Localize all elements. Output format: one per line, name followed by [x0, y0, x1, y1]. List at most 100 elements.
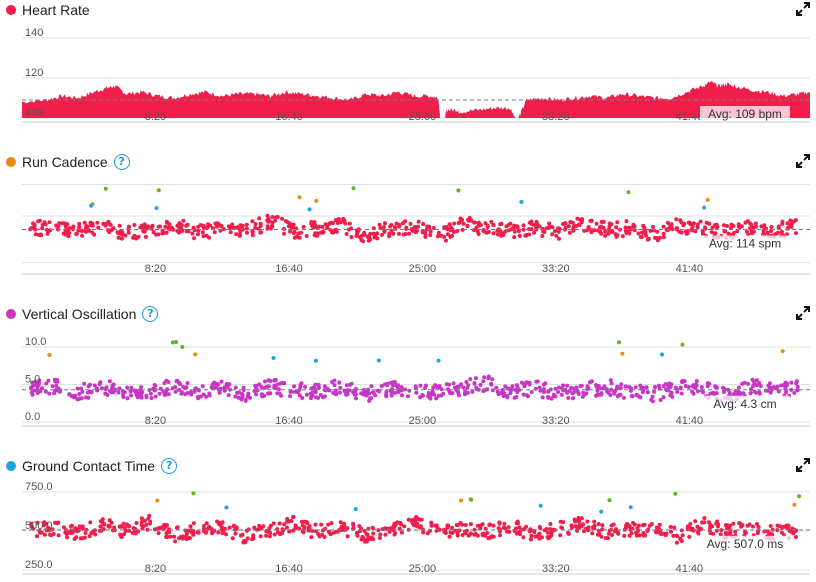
data-point: [185, 391, 190, 395]
data-point: [53, 378, 58, 383]
data-point: [221, 227, 226, 231]
run-cadence-chart: 8:20 16:40 25:00 33:20 41:40 Avg: 114 spm: [22, 184, 810, 275]
data-point: [780, 219, 785, 224]
data-point: [277, 521, 282, 526]
data-point: [474, 385, 479, 390]
data-point: [185, 222, 190, 227]
data-point: [210, 382, 215, 387]
data-point: [460, 227, 465, 232]
data-point: [549, 224, 554, 229]
x-tick-label: 8:20: [145, 415, 166, 427]
data-point: [72, 395, 77, 400]
data-point: [508, 391, 513, 395]
data-point: [491, 222, 496, 227]
data-point: [599, 392, 604, 397]
data-point: [590, 531, 595, 536]
data-point: [336, 217, 341, 221]
help-icon[interactable]: ?: [142, 306, 159, 322]
data-point: [505, 529, 510, 534]
data-point: [487, 536, 492, 541]
data-point: [56, 533, 61, 538]
data-point: [491, 231, 496, 236]
data-point: [292, 384, 297, 389]
data-point: [284, 525, 289, 530]
expand-icon[interactable]: [796, 154, 810, 168]
data-point: [207, 235, 211, 240]
data-point: [90, 530, 95, 534]
data-point: [139, 516, 144, 521]
data-point: [789, 225, 794, 229]
data-point: [291, 528, 296, 533]
data-point: [355, 229, 360, 234]
data-point: [456, 221, 461, 225]
data-point: [537, 531, 542, 536]
data-point: [532, 530, 537, 535]
data-point: [272, 532, 277, 537]
data-point: [641, 523, 645, 528]
data-point: [641, 531, 646, 535]
expand-icon[interactable]: [796, 306, 810, 320]
data-point: [620, 234, 625, 239]
expand-icon[interactable]: [796, 458, 810, 472]
data-point: [384, 389, 389, 394]
data-point: [553, 386, 558, 391]
data-point: [679, 539, 684, 544]
data-point: [631, 520, 635, 525]
data-point: [314, 198, 319, 203]
data-point: [168, 534, 173, 539]
help-icon[interactable]: ?: [161, 458, 178, 474]
data-point: [746, 381, 751, 386]
data-point: [366, 238, 371, 243]
data-point: [751, 524, 755, 529]
data-point: [349, 235, 354, 239]
data-point: [233, 385, 238, 390]
data-point: [682, 221, 687, 226]
data-point: [486, 376, 491, 381]
data-point: [525, 232, 530, 237]
data-point: [291, 515, 295, 519]
help-icon[interactable]: ?: [113, 154, 130, 170]
data-point: [489, 382, 494, 387]
data-point: [139, 225, 144, 229]
data-point: [292, 235, 297, 240]
data-point: [571, 226, 576, 231]
data-point: [767, 381, 772, 386]
data-point: [413, 384, 418, 389]
expand-icon[interactable]: [796, 2, 810, 16]
data-point: [129, 385, 134, 390]
data-point: [134, 390, 138, 395]
data-point: [296, 231, 301, 236]
data-point: [410, 518, 415, 523]
data-point: [755, 531, 760, 536]
data-point: [76, 528, 81, 533]
data-point: [259, 385, 264, 390]
data-point: [512, 395, 517, 400]
data-point: [514, 383, 519, 388]
data-point: [579, 516, 584, 521]
data-point: [458, 216, 463, 221]
data-point: [268, 379, 273, 383]
data-point: [613, 232, 618, 237]
data-point: [695, 225, 700, 230]
data-point: [648, 228, 653, 233]
data-point: [429, 520, 434, 525]
data-point: [658, 398, 663, 402]
data-point: [260, 394, 265, 399]
data-point: [601, 219, 606, 224]
data-point: [110, 227, 115, 232]
data-point: [466, 217, 471, 222]
data-point: [451, 381, 456, 386]
data-point: [721, 223, 726, 228]
data-point: [624, 219, 629, 224]
data-point: [725, 531, 730, 536]
data-point: [297, 393, 302, 398]
data-point: [780, 349, 785, 354]
data-point: [578, 384, 583, 389]
data-point: [693, 519, 698, 524]
data-point: [435, 234, 440, 239]
data-point: [585, 519, 590, 524]
data-point: [184, 229, 189, 234]
data-point: [243, 397, 248, 402]
data-point: [316, 385, 321, 390]
data-point: [245, 394, 250, 399]
